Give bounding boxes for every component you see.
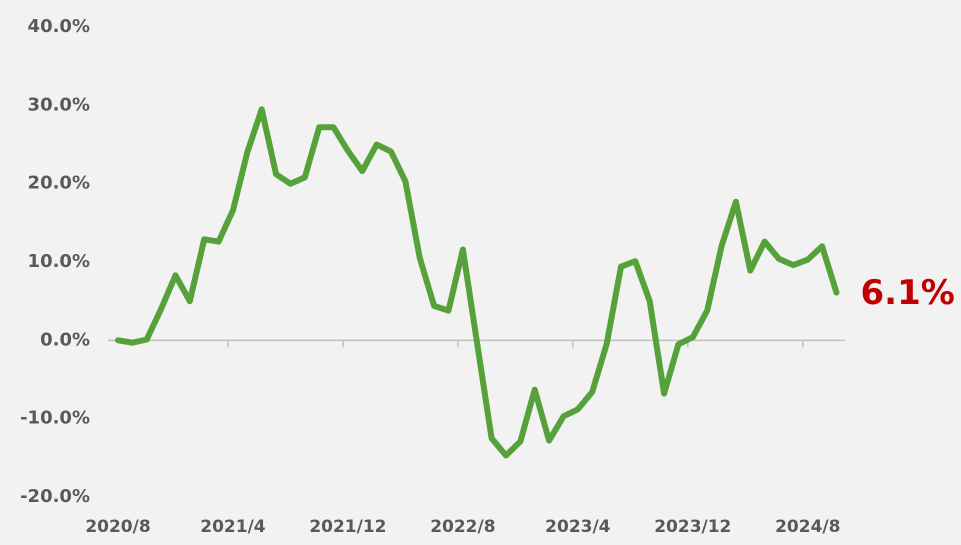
y-tick-label: 40.0%	[28, 16, 90, 37]
x-tick-label: 2023/4	[545, 517, 611, 537]
x-tick-label: 2023/12	[654, 517, 731, 537]
y-tick-label: 30.0%	[28, 94, 90, 115]
data-label: 6.1%	[861, 273, 955, 313]
x-tick-label: 2024/8	[775, 517, 840, 537]
y-tick-label: 0.0%	[40, 329, 90, 350]
x-tick-label: 2021/12	[309, 517, 386, 537]
x-tick-label: 2020/8	[85, 517, 150, 537]
line-series	[115, 106, 840, 459]
y-tick-label: 20.0%	[28, 173, 90, 194]
x-tick-label: 2022/8	[430, 517, 495, 537]
y-tick-label: -20.0%	[20, 486, 90, 507]
y-tick-label: -10.0%	[20, 408, 90, 429]
x-tick-label: 2021/4	[200, 517, 266, 537]
y-tick-label: 10.0%	[28, 251, 90, 272]
